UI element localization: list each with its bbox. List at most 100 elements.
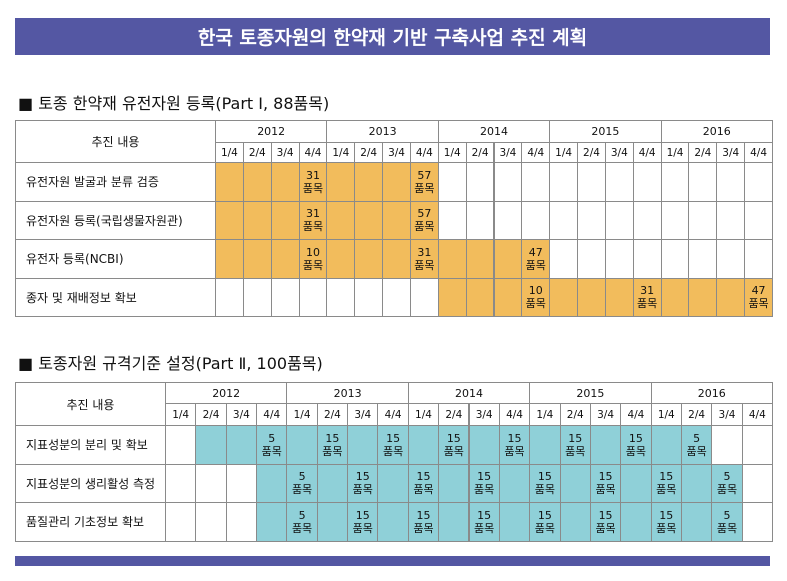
item-count: 10 — [528, 284, 543, 298]
item-count: 31 — [305, 168, 320, 182]
quarter-header: 4/4 — [298, 142, 328, 163]
schedule-cell — [577, 239, 606, 279]
schedule-cell-active — [215, 162, 244, 202]
schedule-cell-active — [493, 239, 523, 279]
quarter-header: 3/4 — [716, 142, 746, 163]
item-unit: 품목 — [625, 444, 647, 458]
schedule-cell — [165, 502, 197, 542]
schedule-cell-active: 5 품목 — [711, 502, 743, 542]
item-count: 15 — [507, 431, 522, 445]
quarter-header: 2/4 — [354, 142, 384, 163]
quarter-header: 2/4 — [465, 142, 495, 163]
schedule-cell-active — [354, 162, 384, 202]
schedule-cell-active — [559, 463, 591, 503]
quarter-header: 3/4 — [468, 403, 500, 426]
schedule-cell — [195, 502, 227, 542]
item-unit: 품목 — [413, 521, 434, 535]
schedule-cell-active: 57 품목 — [409, 200, 439, 240]
schedule-cell — [225, 463, 258, 503]
schedule-cell — [165, 425, 197, 465]
item-count: 31 — [417, 245, 432, 259]
schedule-cell — [711, 425, 743, 465]
schedule-cell-active — [256, 463, 288, 503]
schedule-cell-active: 15 품목 — [559, 425, 591, 465]
item-count: 5 — [268, 431, 276, 445]
quarter-header: 4/4 — [521, 142, 551, 163]
item-unit: 품목 — [474, 483, 495, 497]
quarter-header: 3/4 — [382, 142, 411, 163]
schedule-cell — [521, 162, 551, 202]
schedule-cell-active: 31 품목 — [298, 200, 328, 240]
schedule-cell-active — [225, 425, 258, 465]
item-unit: 품목 — [443, 444, 464, 458]
schedule-cell — [744, 162, 773, 202]
schedule-cell-active — [498, 502, 531, 542]
schedule-cell-active — [680, 502, 713, 542]
item-unit: 품목 — [322, 444, 343, 458]
item-unit: 품목 — [291, 483, 313, 497]
schedule-cell — [382, 277, 411, 317]
item-unit: 품목 — [656, 483, 677, 497]
quarter-header: 4/4 — [377, 403, 409, 426]
schedule-cell — [577, 200, 606, 240]
quarter-header: 2/4 — [577, 142, 606, 163]
schedule-cell-active — [270, 239, 300, 279]
quarter-header: 3/4 — [589, 403, 622, 426]
schedule-cell-active — [465, 277, 495, 317]
item-unit: 품목 — [565, 444, 586, 458]
item-unit: 품목 — [716, 521, 738, 535]
schedule-cell-active — [195, 425, 227, 465]
item-unit: 품목 — [413, 483, 434, 497]
schedule-cell-active — [604, 277, 634, 317]
item-count: 57 — [417, 168, 432, 182]
schedule-cell-active — [660, 277, 690, 317]
item-count: 5 — [693, 431, 701, 445]
schedule-cell — [688, 162, 718, 202]
quarter-header: 3/4 — [347, 403, 379, 426]
schedule-cell-active — [316, 502, 349, 542]
schedule-cell-active: 10 품목 — [298, 239, 328, 279]
item-count: 47 — [751, 284, 766, 298]
quarter-header: 4/4 — [741, 403, 773, 426]
item-count: 15 — [628, 431, 643, 445]
item-count: 15 — [598, 470, 613, 484]
item-unit: 품목 — [504, 444, 525, 458]
year-header: 2012 — [165, 382, 288, 404]
schedule-cell — [465, 162, 495, 202]
quarter-header: 2/4 — [316, 403, 349, 426]
item-count: 31 — [640, 284, 655, 298]
item-count: 5 — [298, 508, 306, 522]
item-count: 15 — [386, 431, 401, 445]
row-label: 지표성분의 생리활성 측정 — [15, 463, 166, 503]
schedule-cell-active — [577, 277, 606, 317]
schedule-cell — [741, 502, 773, 542]
schedule-cell-active — [498, 463, 531, 503]
section-heading: ■ 토종자원 규격기준 설정(Part Ⅱ, 100품목) — [18, 354, 323, 373]
item-unit: 품목 — [291, 521, 313, 535]
schedule-cell-active — [326, 200, 356, 240]
schedule-cell — [660, 239, 690, 279]
schedule-cell — [465, 200, 495, 240]
schedule-cell-active: 47 품목 — [521, 239, 551, 279]
item-count: 5 — [723, 508, 731, 522]
item-count: 5 — [723, 470, 731, 484]
item-count: 10 — [305, 245, 320, 259]
item-count: 15 — [325, 431, 340, 445]
schedule-cell-active — [377, 463, 409, 503]
quarter-header: 1/4 — [549, 142, 579, 163]
schedule-cell-active: 15 품목 — [589, 502, 622, 542]
item-count: 15 — [355, 470, 370, 484]
schedule-cell — [604, 162, 634, 202]
year-header: 2016 — [650, 382, 773, 404]
schedule-cell-active — [437, 239, 467, 279]
schedule-cell-active — [438, 502, 470, 542]
schedule-cell — [716, 162, 746, 202]
schedule-cell — [521, 200, 551, 240]
schedule-cell-active: 31 품목 — [298, 162, 328, 202]
quarter-header: 4/4 — [620, 403, 652, 426]
row-label: 유전자 등록(NCBI) — [15, 239, 216, 279]
year-header: 2016 — [660, 120, 773, 143]
row-label: 유전자원 발굴과 분류 검증 — [15, 162, 216, 202]
quarter-header: 2/4 — [680, 403, 713, 426]
